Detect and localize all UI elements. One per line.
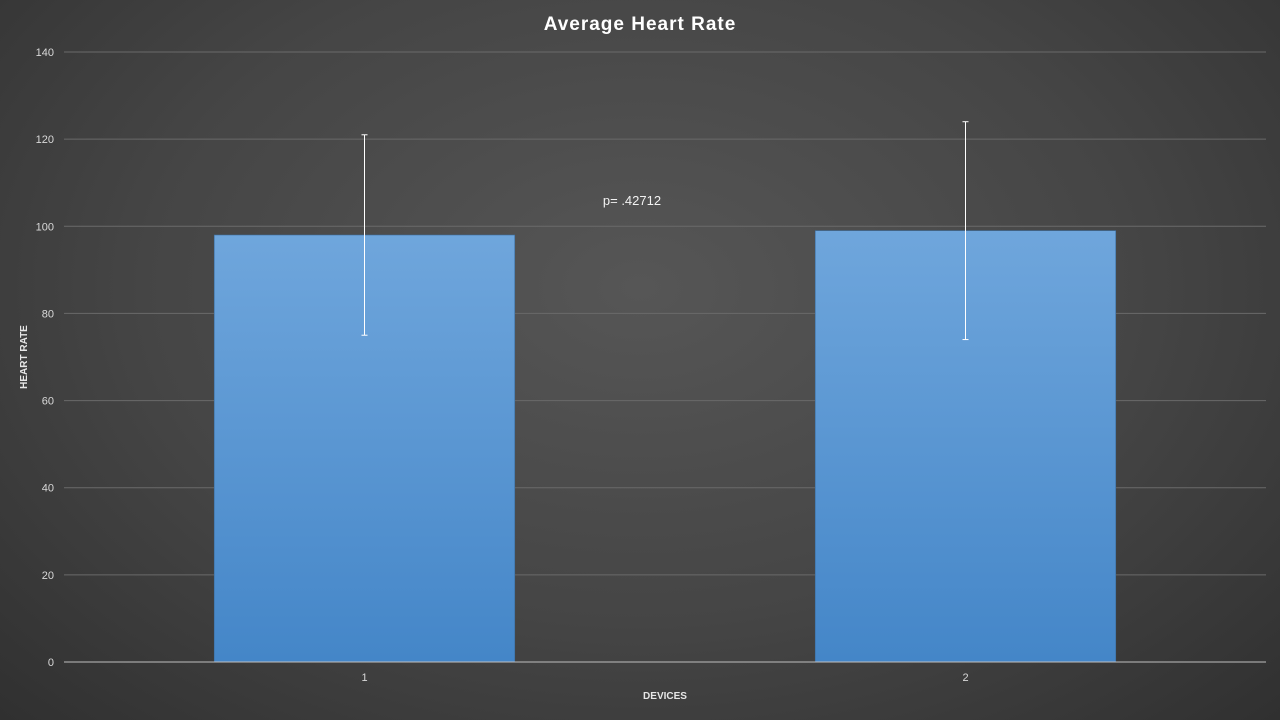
y-axis-ticks: 0 20 40 60 80 100 120 140 (36, 47, 54, 669)
y-tick-label: 20 (42, 570, 54, 582)
y-tick-label: 40 (42, 483, 54, 495)
p-value-annotation: p= .42712 (603, 193, 661, 208)
error-bars (361, 121, 969, 341)
y-tick-label: 120 (36, 134, 54, 146)
y-tick-label: 60 (42, 396, 54, 408)
bars (213, 230, 1117, 663)
x-tick-label: 1 (361, 672, 367, 684)
chart-title: Average Heart Rate (544, 14, 737, 35)
x-tick-label: 2 (962, 672, 968, 684)
y-tick-label: 140 (36, 47, 54, 59)
y-tick-label: 80 (42, 308, 54, 320)
y-tick-label: 100 (36, 221, 54, 233)
x-axis-label: DEVICES (643, 691, 687, 702)
y-tick-label: 0 (48, 657, 54, 669)
y-axis-label: HEART RATE (19, 325, 30, 389)
